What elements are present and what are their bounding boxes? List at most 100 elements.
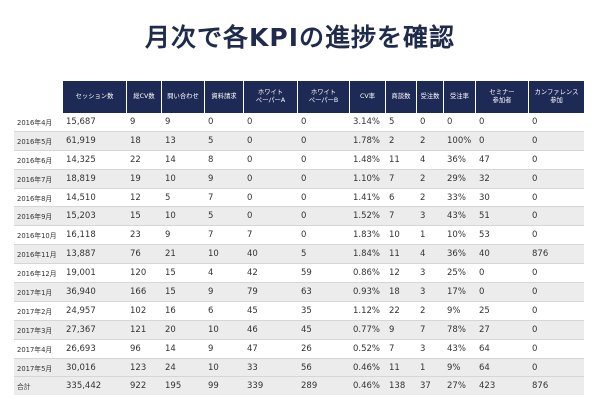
- table-cell: 3: [416, 340, 443, 359]
- table-cell: 2: [416, 131, 443, 151]
- row-label: 2016年8月: [14, 189, 62, 208]
- table-row: 2016年6月 14,325 22 14 8 0 0 1.48% 11 4 36% 47 0: [14, 151, 584, 170]
- table-cell: 0.52%: [349, 340, 385, 359]
- table-cell: 0.86%: [349, 264, 385, 284]
- table-cell: 30,016: [62, 358, 126, 378]
- table-cell: 0: [528, 226, 584, 246]
- table-cell: 195: [161, 377, 204, 396]
- table-cell: 63: [297, 283, 349, 302]
- table-cell: 2: [416, 189, 443, 208]
- table-cell: 0: [528, 113, 584, 132]
- table-cell: 3: [416, 207, 443, 227]
- table-cell: 0: [475, 283, 528, 302]
- table-cell: 0: [204, 113, 243, 132]
- table-cell: 43%: [443, 340, 475, 359]
- page-title: 月次で各KPIの進捗を確認: [145, 23, 455, 52]
- table-cell: 0: [297, 207, 349, 227]
- table-cell: 0: [528, 207, 584, 227]
- table-cell: 11: [385, 358, 416, 378]
- table-cell: 1.52%: [349, 207, 385, 227]
- column-header: セッション数: [62, 81, 126, 113]
- table-cell: 35: [297, 302, 349, 321]
- table-cell: 15: [161, 264, 204, 284]
- column-header: 受注率: [443, 81, 475, 113]
- table-body: 2016年4月 15,687 9 9 0 0 0 3.14% 5 0 0 0 0 2016年5月 61,91…: [14, 113, 584, 396]
- row-label: 2016年5月: [14, 131, 62, 151]
- table-cell: 10: [385, 226, 416, 246]
- table-cell: 64: [475, 358, 528, 378]
- table-cell: 0: [528, 169, 584, 189]
- table-cell: 0: [297, 169, 349, 189]
- table-cell: 19,001: [62, 264, 126, 284]
- row-label: 2017年2月: [14, 302, 62, 321]
- table-cell: 2: [385, 131, 416, 151]
- table-cell: 15: [126, 207, 161, 227]
- table-cell: 1.78%: [349, 131, 385, 151]
- table-cell: 0: [528, 264, 584, 284]
- row-label: 2016年4月: [14, 113, 62, 132]
- table-cell: 7: [204, 189, 243, 208]
- table-cell: 18: [385, 283, 416, 302]
- table-cell: 0: [528, 320, 584, 340]
- table-cell: 0.93%: [349, 283, 385, 302]
- row-label: 2016年6月: [14, 151, 62, 170]
- table-cell: 61,919: [62, 131, 126, 151]
- table-cell: 10: [204, 320, 243, 340]
- table-cell: 3: [416, 264, 443, 284]
- column-header: ホワイト ペーパーB: [297, 81, 349, 113]
- table-cell: 0.46%: [349, 377, 385, 396]
- table-cell: 5: [161, 189, 204, 208]
- table-cell: 0: [243, 207, 297, 227]
- table-cell: 0: [528, 189, 584, 208]
- table-cell: 9: [204, 169, 243, 189]
- table-cell: 5: [385, 113, 416, 132]
- table-cell: 0: [416, 113, 443, 132]
- table-cell: 36,940: [62, 283, 126, 302]
- row-label: 2016年10月: [14, 226, 62, 246]
- table-row: 2016年4月 15,687 9 9 0 0 0 3.14% 5 0 0 0 0: [14, 113, 584, 132]
- table-cell: 0: [528, 151, 584, 170]
- header-row: セッション数 総CV数 問い合わせ 資料請求 ホワイト ペーパーA ホワイト ペーパーB CV率…: [14, 81, 584, 113]
- table-row: 2017年2月 24,957 102 16 6 45 35 1.12% 22 2 9% 25 0: [14, 302, 584, 321]
- table-cell: 9: [126, 113, 161, 132]
- table-cell: 78%: [443, 320, 475, 340]
- table-cell: 37: [416, 377, 443, 396]
- table-cell: 423: [475, 377, 528, 396]
- table-cell: 0: [297, 131, 349, 151]
- table-cell: 16: [161, 302, 204, 321]
- table-cell: 42: [243, 264, 297, 284]
- table-cell: 10%: [443, 226, 475, 246]
- table-cell: 9: [385, 320, 416, 340]
- table-cell: 10: [161, 207, 204, 227]
- table-row: 2016年8月 14,510 12 5 7 0 0 1.41% 6 2 33% 30 0: [14, 189, 584, 208]
- table-cell: 22: [126, 151, 161, 170]
- table-cell: 20: [161, 320, 204, 340]
- table-cell: 21: [161, 245, 204, 265]
- table-cell: 27%: [443, 377, 475, 396]
- table-cell: 335,442: [62, 377, 126, 396]
- table-cell: 0: [475, 264, 528, 284]
- table-cell: 18,819: [62, 169, 126, 189]
- table-cell: 46: [243, 320, 297, 340]
- table-cell: 25%: [443, 264, 475, 284]
- table-cell: 166: [126, 283, 161, 302]
- table-row: 2016年7月 18,819 19 10 9 0 0 1.10% 7 2 29% 32 0: [14, 169, 584, 189]
- table-cell: 876: [528, 377, 584, 396]
- table-cell: 33%: [443, 189, 475, 208]
- table-cell: 0: [297, 113, 349, 132]
- table-cell: 7: [243, 226, 297, 246]
- table-row: 2016年5月 61,919 18 13 5 0 0 1.78% 2 2 100% 0 0: [14, 131, 584, 151]
- table-cell: 0: [528, 302, 584, 321]
- table-cell: 47: [475, 151, 528, 170]
- table-cell: 26,693: [62, 340, 126, 359]
- column-header: セミナー 参加者: [475, 81, 528, 113]
- column-header: カンファレンス 参加: [528, 81, 584, 113]
- table-cell: 24,957: [62, 302, 126, 321]
- table-cell: 138: [385, 377, 416, 396]
- table-cell: 10: [204, 358, 243, 378]
- column-header: CV率: [349, 81, 385, 113]
- header-corner: [14, 81, 62, 113]
- table-cell: 36%: [443, 245, 475, 265]
- table-cell: 59: [297, 264, 349, 284]
- table-cell: 43%: [443, 207, 475, 227]
